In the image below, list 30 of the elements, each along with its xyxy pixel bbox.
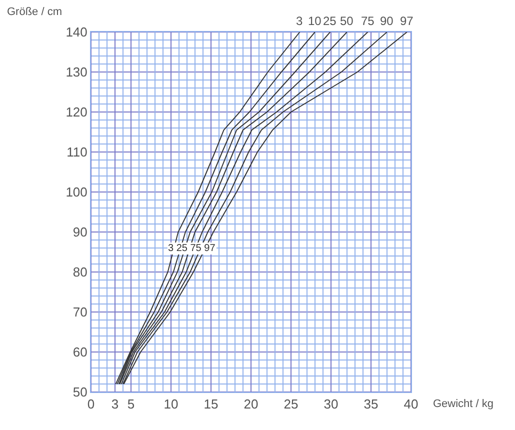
y-tick-label: 100 — [66, 184, 88, 200]
y-tick-label: 90 — [72, 224, 88, 240]
y-tick-label: 50 — [72, 384, 88, 400]
series-label: 10 — [308, 14, 322, 28]
y-tick-label: 60 — [72, 344, 88, 360]
x-tick-label: 25 — [284, 396, 298, 412]
series-label: 25 — [323, 14, 337, 28]
y-tick-label: 140 — [66, 24, 88, 40]
series-label: 97 — [400, 14, 414, 28]
y-tick-label: 130 — [66, 64, 88, 80]
x-tick-label: 30 — [324, 396, 338, 412]
series-label: 75 — [361, 14, 375, 28]
x-tick-label: 15 — [204, 396, 218, 412]
series-label: 90 — [380, 14, 394, 28]
series-label: 50 — [340, 14, 354, 28]
y-tick-label: 120 — [66, 104, 88, 120]
x-tick-label: 5 — [127, 396, 135, 412]
x-tick-label: 3 — [111, 396, 119, 412]
y-tick-label: 110 — [66, 144, 88, 160]
y-tick-label: 70 — [72, 304, 88, 320]
y-tick-label: 80 — [72, 264, 88, 280]
x-tick-label: 35 — [364, 396, 378, 412]
x-tick-label: 20 — [244, 396, 258, 412]
x-tick-label: 40 — [404, 396, 418, 412]
x-tick-label: 10 — [164, 396, 178, 412]
x-axis-title: Gewicht / kg — [433, 398, 494, 410]
annotation: 3 25 75 97 — [168, 243, 216, 254]
y-axis-title: Größe / cm — [7, 6, 62, 18]
x-tick-label: 0 — [87, 396, 95, 412]
series-label: 3 — [296, 14, 303, 28]
